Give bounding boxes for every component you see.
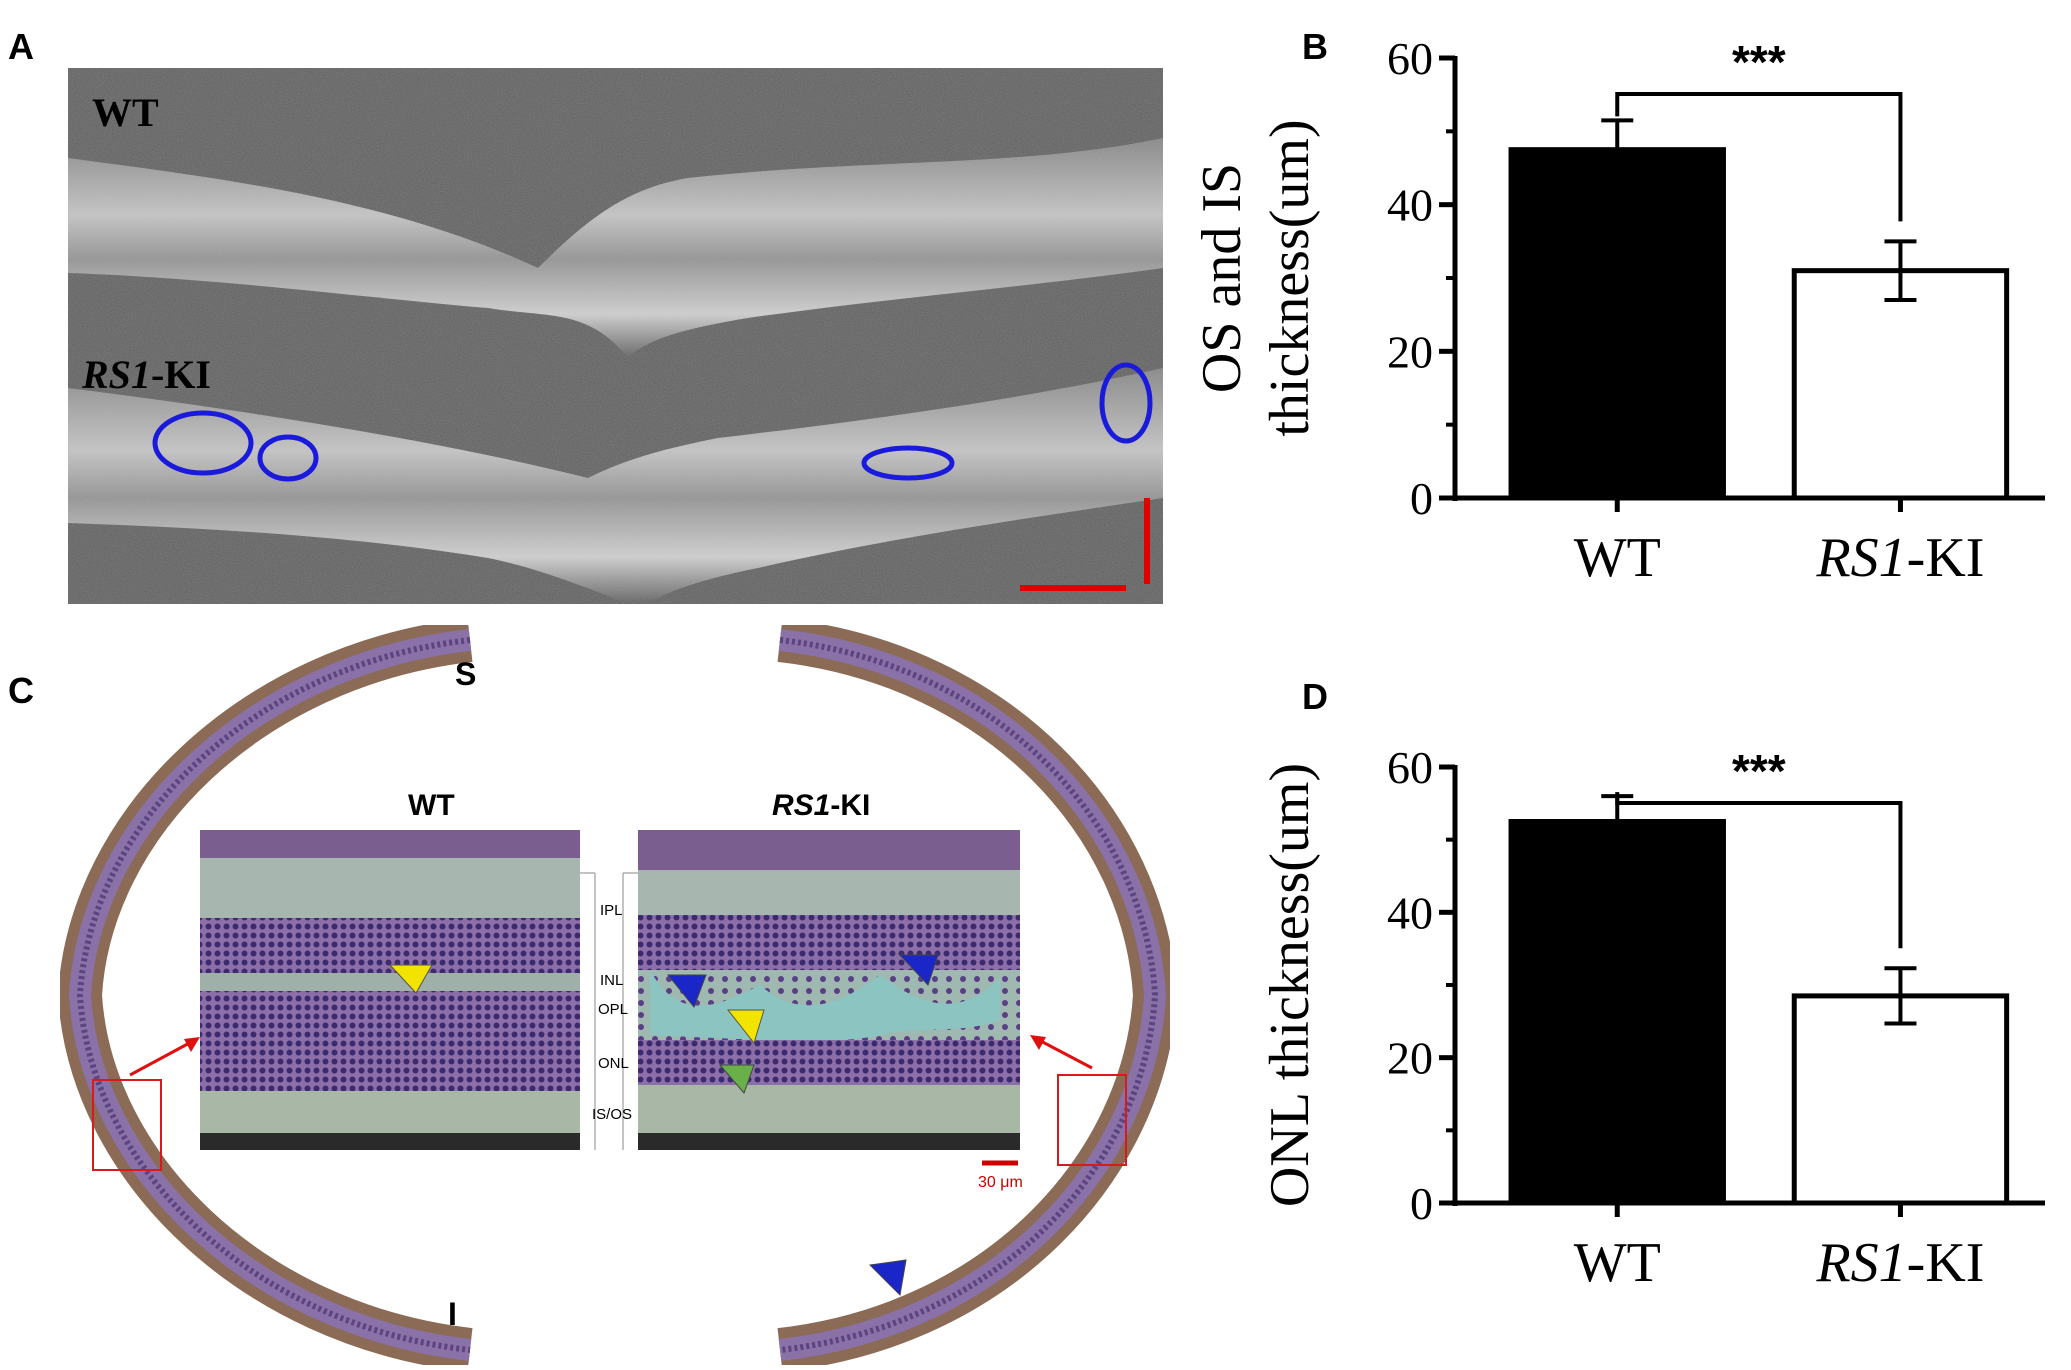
y-axis-title: ONL thickness(um) [1259, 763, 1321, 1207]
y-tick-label: 60 [1387, 33, 1433, 84]
y-axis-title: OS and IS [1191, 163, 1253, 393]
y-tick-label: 20 [1387, 1033, 1433, 1084]
layer-label: INL [600, 972, 623, 989]
schisis-circle [1099, 362, 1153, 444]
layer-label: ONL [598, 1055, 629, 1072]
y-tick-label: 40 [1387, 180, 1433, 231]
inferior-label: I [448, 1296, 457, 1332]
blue-arrowhead [898, 954, 939, 986]
panel-letter-a: A [8, 26, 34, 67]
x-tick-label-text: WT [1574, 527, 1661, 589]
x-tick-label-italic: RS1 [1815, 527, 1906, 589]
x-tick-label-text: -KI [1907, 527, 1985, 589]
bar [1508, 819, 1726, 1206]
significance-bracket [1615, 792, 1903, 949]
arrow-right [1034, 1036, 1093, 1070]
y-tick-label: 60 [1387, 742, 1433, 793]
x-tick-label-italic: RS1 [1815, 1232, 1906, 1294]
onl-thickness-chart: 0 20 40 60 ONL thickness(um) WT RS1-KI *** [1259, 742, 2045, 1294]
schisis-circle [861, 445, 955, 481]
green-arrowhead [718, 1064, 755, 1094]
bar [1508, 147, 1726, 501]
x-tick-label: WT [1574, 1232, 1661, 1294]
histology-ki-title: RS1-KI [772, 789, 870, 822]
y-tick-label: 20 [1387, 326, 1433, 377]
significance-bracket [1615, 92, 1903, 222]
histology-ki [638, 830, 1020, 1150]
x-tick-label-text: -KI [1907, 1232, 1985, 1294]
x-tick-label: RS1-KI [1815, 1232, 1984, 1294]
yellow-arrowhead [388, 964, 433, 994]
significance-label: *** [1732, 745, 1786, 797]
x-tick-label: WT [1574, 527, 1661, 589]
roi-box-left [92, 1079, 162, 1171]
roi-box-right [1057, 1074, 1127, 1166]
panel-letter-b: B [1302, 26, 1328, 67]
x-tick-label-text: WT [1574, 1232, 1661, 1294]
histology-figure: S I WT RS1-KI [60, 625, 1170, 1365]
oct-label-wt: WT [92, 90, 159, 135]
y-tick-label: 0 [1410, 1178, 1433, 1229]
panel-letter-d: D [1302, 676, 1328, 717]
yellow-arrowhead [726, 1009, 765, 1045]
histology-scale-label: 30 μm [978, 1174, 1023, 1191]
superior-label: S [455, 656, 476, 692]
layer-label: IS/OS [592, 1106, 632, 1123]
blue-arrowhead [868, 1259, 907, 1297]
y-tick-label: 40 [1387, 887, 1433, 938]
os-is-thickness-chart: 0 20 40 60 OS and IS thickness(um) WT RS1-KI *** [1191, 33, 2045, 589]
oct-label-ki: RS1-KI [81, 352, 211, 397]
layer-label: IPL [600, 902, 623, 919]
significance-label: *** [1732, 36, 1786, 88]
bar [1791, 268, 2010, 501]
blue-arrowhead [666, 974, 707, 1008]
layer-labels: IPL INL OPL ONL IS/OS [580, 872, 638, 1150]
x-tick-label: RS1-KI [1815, 527, 1984, 589]
arrow-left [129, 1038, 196, 1077]
schisis-circle [152, 410, 254, 476]
bar [1791, 993, 2010, 1206]
oct-image: WT RS1-KI [68, 68, 1163, 604]
panel-letter-c: C [8, 670, 34, 711]
y-axis-title: thickness(um) [1259, 119, 1321, 436]
histology-wt [200, 830, 580, 1150]
y-tick-label: 0 [1410, 473, 1433, 524]
histology-wt-title: WT [408, 789, 455, 822]
schisis-circle [257, 434, 319, 482]
layer-label: OPL [598, 1001, 628, 1018]
